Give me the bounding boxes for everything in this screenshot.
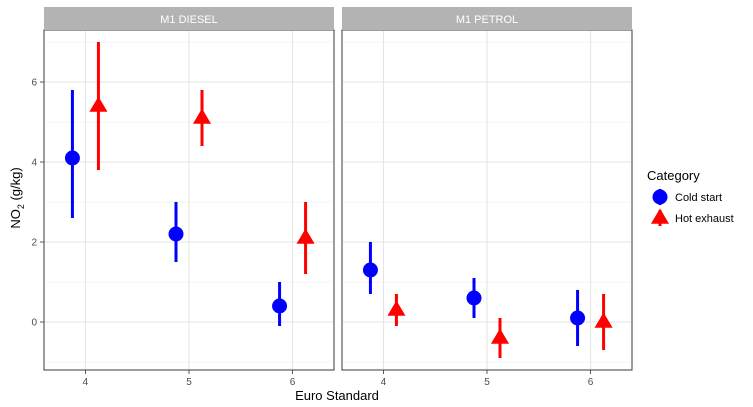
- x-tick-label: 4: [381, 377, 387, 388]
- facet-strip: [44, 7, 334, 30]
- legend-entries: Cold start Hot exhaust: [650, 189, 734, 226]
- y-tick-label: 2: [31, 238, 37, 249]
- y-axis: 0 2 4 6: [31, 78, 44, 329]
- series-cold-start: [362, 242, 586, 346]
- data-point: [466, 290, 482, 306]
- facet-panel: M1 PETROL 4 5 6: [341, 7, 633, 388]
- series-hot-exhaust: [387, 294, 613, 358]
- data-point: [570, 310, 586, 326]
- x-tick-label: 5: [484, 377, 490, 388]
- legend-key-marker: [650, 208, 670, 224]
- y-tick-label: 6: [31, 78, 37, 89]
- panels-layer: M1 DIESEL 4 5 6 M1 PETROL 4 5 6: [43, 7, 633, 388]
- y-tick-label: 4: [31, 158, 37, 169]
- y-tick-label: 0: [31, 318, 37, 329]
- facet-strip-label: M1 DIESEL: [160, 14, 217, 26]
- legend-entry: Cold start: [652, 189, 722, 205]
- y-axis-title-prefix: NO: [8, 209, 23, 229]
- x-tick-label: 4: [83, 377, 89, 388]
- series-hot-exhaust: [89, 42, 315, 274]
- data-point: [594, 312, 613, 328]
- legend-key-marker: [652, 189, 668, 205]
- series-cold-start: [64, 90, 288, 326]
- data-point: [89, 96, 108, 112]
- x-tick-label: 5: [186, 377, 192, 388]
- legend: Category Cold start Hot exhaust: [647, 168, 734, 226]
- data-point: [296, 228, 315, 244]
- x-axis-title: Euro Standard: [295, 388, 379, 403]
- data-point: [387, 300, 406, 316]
- facet-strip-label: M1 PETROL: [456, 14, 518, 26]
- legend-entry: Hot exhaust: [650, 208, 734, 226]
- data-point: [490, 328, 510, 344]
- x-tick-label: 6: [290, 377, 296, 388]
- y-axis-title-suffix: (g/kg): [8, 167, 23, 204]
- data-point: [362, 262, 378, 278]
- y-axis-title: NO2 (g/kg): [8, 167, 26, 228]
- y-axis-title-subscript: 2: [16, 204, 26, 209]
- data-point: [168, 226, 184, 242]
- legend-title: Category: [647, 168, 700, 183]
- legend-label: Cold start: [675, 192, 722, 204]
- facet-panel: M1 DIESEL 4 5 6: [43, 7, 335, 388]
- facet-strip: [342, 7, 632, 30]
- legend-label: Hot exhaust: [675, 213, 734, 225]
- data-point: [272, 298, 288, 314]
- x-tick-label: 6: [588, 377, 594, 388]
- data-point: [192, 108, 212, 124]
- data-point: [64, 150, 80, 166]
